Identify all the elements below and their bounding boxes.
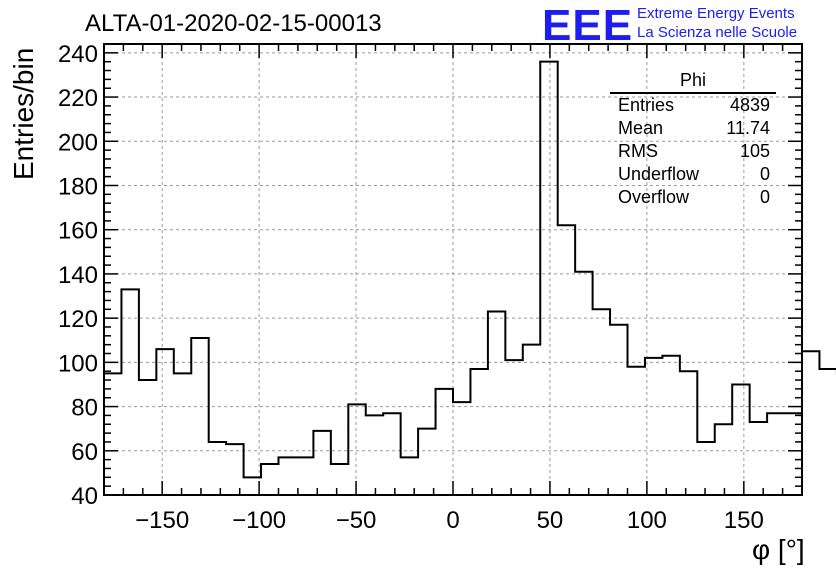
logo-line-1: Extreme Energy Events [637, 5, 795, 22]
stats-label: Entries [618, 95, 675, 115]
histogram-bin [802, 351, 819, 495]
histogram-bin [174, 373, 191, 495]
y-tick-label: 240 [58, 41, 98, 68]
y-tick-label: 80 [71, 395, 98, 422]
logo-line-2: La Scienza nelle Scuole [637, 24, 798, 41]
histogram-bin [488, 312, 505, 495]
stats-label: RMS [618, 141, 658, 161]
histogram-bin [453, 402, 470, 495]
y-axis-label: Entries/bin [8, 47, 39, 180]
histogram-bin [436, 389, 453, 495]
y-tick-label: 160 [58, 218, 98, 245]
eee-logo: EEE [542, 1, 634, 50]
axis-ticks [103, 43, 803, 496]
stats-row-entries: Entries 4839 [610, 94, 776, 117]
histogram-bin [191, 338, 208, 495]
histogram-bin [401, 457, 418, 495]
y-tick-label: 60 [71, 439, 98, 466]
y-tick-label: 120 [58, 306, 98, 333]
x-tick-label: 100 [627, 507, 667, 534]
x-tick-label: 150 [724, 507, 764, 534]
stats-value: 0 [759, 164, 770, 184]
histogram-bin [715, 424, 732, 495]
histogram-bin [819, 369, 836, 495]
histogram-bin [366, 415, 383, 495]
histogram-bin [732, 384, 749, 495]
stats-label: Overflow [618, 187, 690, 207]
stats-box-title: Phi [610, 70, 776, 94]
histogram-bin [610, 325, 627, 495]
histogram-bin [540, 62, 557, 495]
histogram-bin [697, 442, 714, 495]
histogram-bin [313, 431, 330, 495]
histogram-bin [331, 464, 348, 495]
histogram-bin [505, 360, 522, 495]
stats-row-mean: Mean 11.74 [610, 117, 776, 140]
stats-value: 11.74 [726, 118, 770, 138]
histogram-bin [209, 442, 226, 495]
histogram-bin [279, 457, 296, 495]
y-tick-label: 100 [58, 350, 98, 377]
histogram-bin [575, 272, 592, 495]
grid [104, 44, 802, 495]
histogram-bin [523, 345, 540, 495]
y-tick-labels: 40 60 80 100 120 140 160 180 200 220 240 [58, 41, 98, 510]
y-tick-label: 200 [58, 129, 98, 156]
histogram-bin [139, 380, 156, 495]
histogram-bin [121, 289, 138, 495]
histogram-bin [645, 358, 662, 495]
stats-value: 105 [739, 141, 770, 161]
y-tick-label: 140 [58, 262, 98, 289]
x-tick-label: 0 [446, 507, 459, 534]
x-tick-label: 50 [537, 507, 564, 534]
stats-value: 0 [759, 187, 770, 207]
stats-box: Phi Entries 4839 Mean 11.74 RMS 105 Unde… [610, 70, 776, 210]
histogram-line [104, 60, 836, 495]
histogram-bin [470, 369, 487, 495]
chart-title: ALTA-01-2020-02-15-00013 [85, 10, 382, 37]
histogram-bin [662, 356, 679, 495]
y-tick-label: 180 [58, 173, 98, 200]
x-tick-label: −50 [336, 507, 377, 534]
y-tick-label: 40 [71, 483, 98, 510]
histogram-bin [156, 349, 173, 495]
eee-logo-text: Extreme Energy Events La Scienza nelle S… [637, 4, 797, 42]
stats-label: Mean [618, 118, 664, 138]
histogram-bin [767, 413, 784, 495]
histogram-bin [680, 371, 697, 495]
histogram-bin [558, 225, 575, 495]
histogram-bin [593, 309, 610, 495]
x-tick-label: −150 [135, 507, 189, 534]
histogram-bin [383, 413, 400, 495]
histogram-bin [261, 464, 278, 495]
histogram-bin [226, 444, 243, 495]
histogram-bin [348, 404, 365, 495]
stats-row-underflow: Underflow 0 [610, 163, 776, 186]
histogram-bin [785, 413, 802, 495]
x-axis-label: φ [°] [752, 534, 805, 565]
histogram-bin [628, 367, 645, 495]
stats-row-overflow: Overflow 0 [610, 186, 776, 209]
x-tick-label: −100 [232, 507, 286, 534]
histogram-step-line [104, 60, 836, 479]
stats-row-rms: RMS 105 [610, 140, 776, 163]
y-tick-label: 220 [58, 85, 98, 112]
stats-value: 4839 [729, 95, 770, 115]
histogram-bin [418, 429, 435, 495]
x-tick-labels: −150 −100 −50 0 50 100 150 [135, 507, 764, 534]
histogram-bin [750, 422, 767, 495]
stats-label: Underflow [618, 164, 700, 184]
